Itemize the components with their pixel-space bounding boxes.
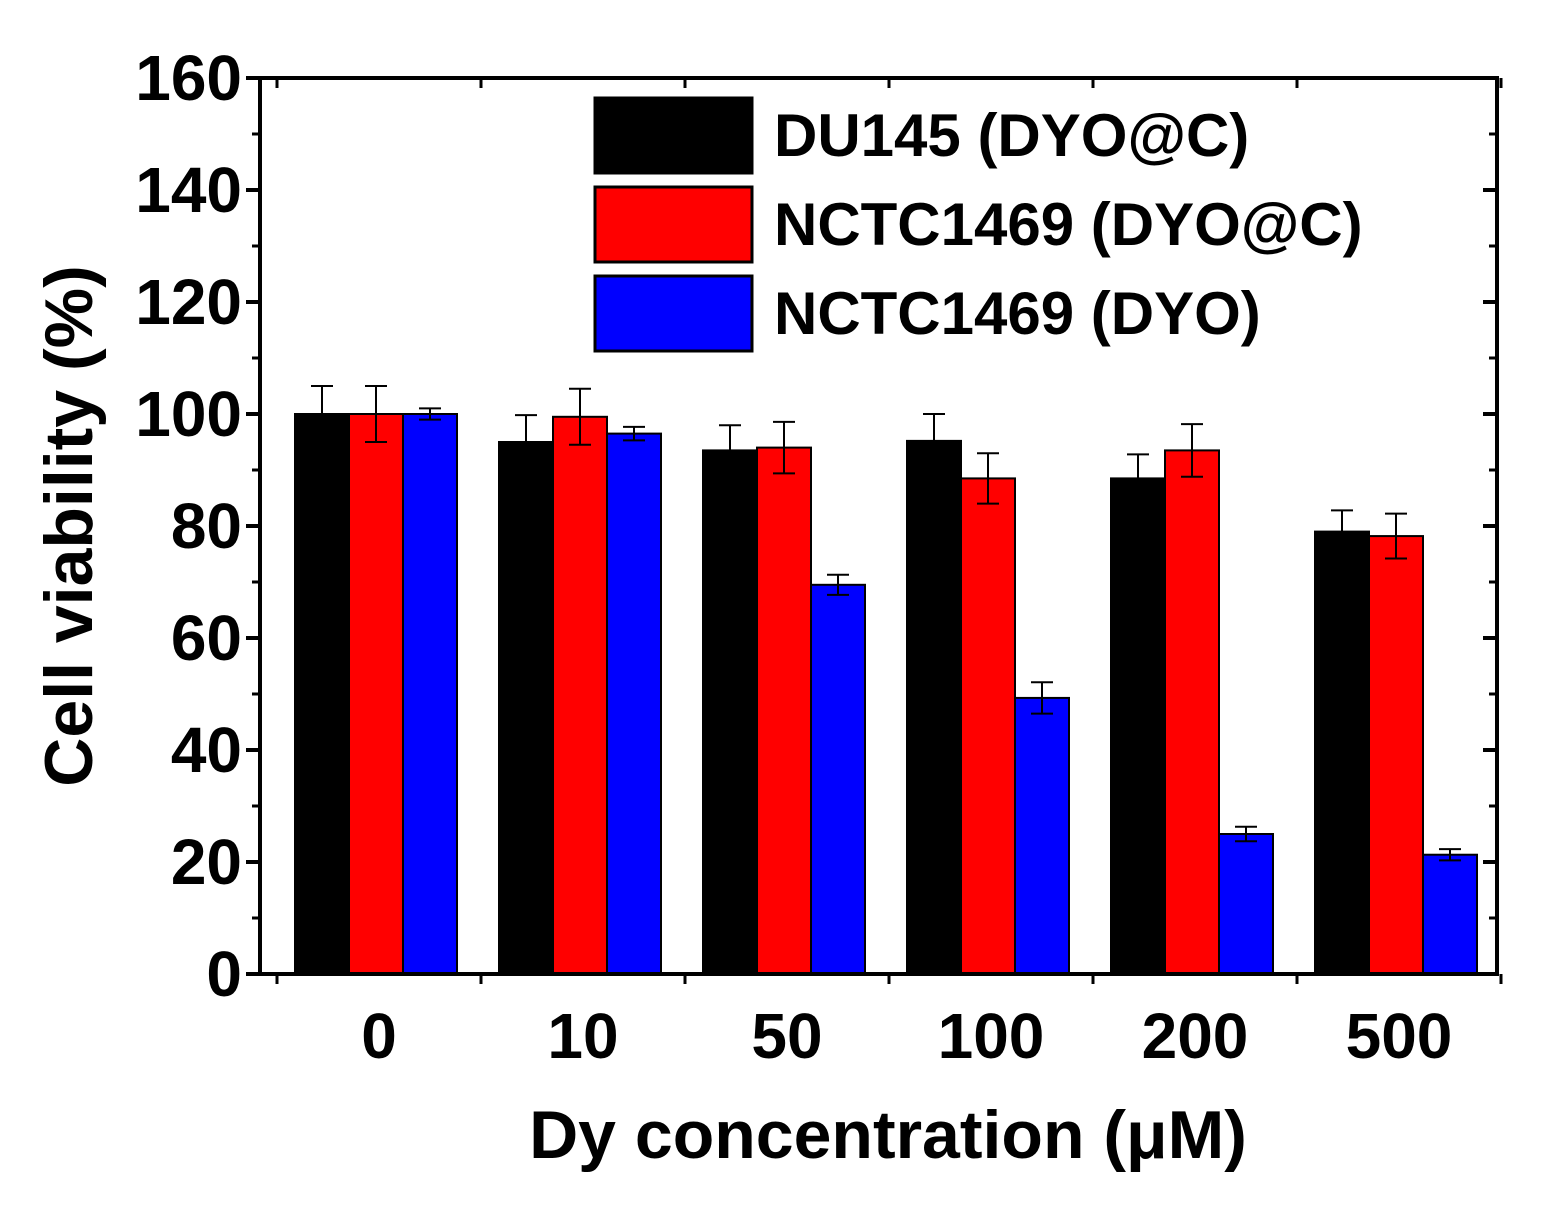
bar-500-series-1 [1368, 535, 1424, 976]
y-tick-label-60: 60 [171, 602, 242, 674]
bar-10-series-0 [498, 441, 554, 975]
bar-100-series-0 [906, 439, 962, 975]
y-tick-label-20: 20 [171, 826, 242, 898]
bar-500-series-0 [1314, 530, 1370, 975]
y-ticks: 0 20 40 60 80 100 120 140 160 [135, 42, 1497, 1010]
legend: DU145 (DYO@C) NCTC1469 (DYO@C) NCTC1469 (D… [593, 96, 1363, 353]
legend-swatch-1 [593, 185, 754, 264]
bar-10-series-2 [606, 432, 662, 976]
y-tick-label-100: 100 [135, 378, 242, 450]
x-tick-label-50: 50 [751, 1000, 822, 1072]
bar-50-series-0 [702, 449, 758, 975]
bar-50-series-2 [810, 583, 866, 975]
bar-100-series-2 [1014, 696, 1070, 975]
legend-swatch-0 [593, 96, 754, 175]
bar-500-series-2 [1422, 853, 1478, 975]
bar-0-series-0 [294, 413, 350, 975]
x-axis-title: Dy concentration (μM) [529, 1097, 1247, 1173]
bar-200-series-2 [1218, 833, 1274, 975]
legend-label-1: NCTC1469 (DYO@C) [774, 191, 1363, 258]
y-tick-label-80: 80 [171, 490, 242, 562]
y-axis-title: Cell viability (%) [31, 265, 107, 786]
bar-0-series-1 [348, 413, 404, 975]
x-tick-label-100: 100 [938, 1000, 1045, 1072]
error-bars-layer [311, 385, 1461, 862]
x-tick-label-10: 10 [547, 1000, 618, 1072]
bar-200-series-1 [1164, 449, 1220, 975]
bar-200-series-0 [1110, 477, 1166, 975]
legend-label-2: NCTC1469 (DYO) [774, 280, 1261, 347]
x-ticks: 0 10 50 100 200 500 [275, 78, 1503, 1072]
x-tick-label-500: 500 [1346, 1000, 1453, 1072]
y-tick-label-0: 0 [206, 938, 242, 1010]
x-tick-label-200: 200 [1142, 1000, 1249, 1072]
y-tick-label-40: 40 [171, 714, 242, 786]
legend-label-0: DU145 (DYO@C) [774, 102, 1249, 169]
y-tick-label-120: 120 [135, 266, 242, 338]
bars-layer [294, 413, 1478, 976]
bar-50-series-1 [756, 446, 812, 976]
y-tick-label-160: 160 [135, 42, 242, 114]
bar-0-series-2 [402, 413, 458, 975]
bar-10-series-1 [552, 415, 608, 975]
y-tick-label-140: 140 [135, 154, 242, 226]
legend-swatch-2 [593, 274, 754, 353]
x-tick-label-0: 0 [361, 1000, 397, 1072]
bar-100-series-1 [960, 477, 1016, 975]
